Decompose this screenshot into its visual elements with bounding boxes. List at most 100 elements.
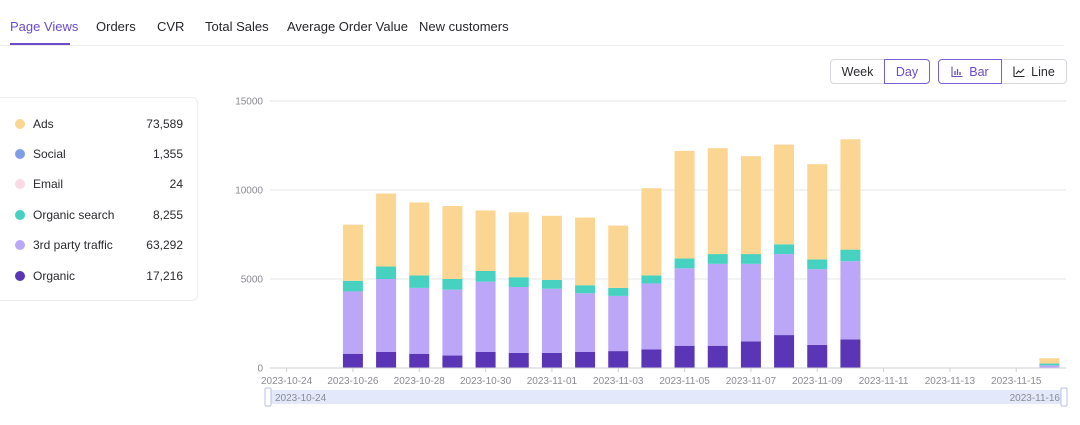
bar-segment-3rd-party-traffic[interactable] — [409, 287, 430, 354]
bar-segment-organic[interactable] — [442, 355, 463, 368]
email-color-dot — [15, 179, 25, 189]
y-axis: 0 5000 10000 15000 — [235, 97, 263, 375]
line-button-label: Line — [1031, 64, 1055, 79]
bar-segment-ads[interactable] — [1039, 358, 1060, 364]
bar-segment-ads[interactable] — [608, 225, 629, 288]
slider-start-handle[interactable] — [264, 387, 272, 407]
bar-segment-organic-search[interactable] — [674, 258, 695, 269]
bar-segment-ads[interactable] — [475, 210, 496, 271]
tab-cvr[interactable]: CVR — [157, 19, 185, 34]
bar-chart-button[interactable]: Bar — [938, 59, 1002, 84]
bar-segment-3rd-party-traffic[interactable] — [674, 268, 695, 346]
bar-segment-organic-search[interactable] — [774, 244, 795, 255]
bar-segment-ads[interactable] — [740, 156, 761, 255]
bar-segment-organic[interactable] — [541, 352, 562, 368]
legend-label: Email — [33, 177, 64, 191]
bar-segment-3rd-party-traffic[interactable] — [740, 263, 761, 342]
bar-segment-organic-search[interactable] — [707, 254, 728, 264]
bar-segment-3rd-party-traffic[interactable] — [641, 283, 662, 350]
bar-segment-3rd-party-traffic[interactable] — [1039, 365, 1060, 368]
social-color-dot — [15, 149, 25, 159]
bar-segment-ads[interactable] — [508, 212, 529, 278]
bar-segment-ads[interactable] — [774, 144, 795, 245]
bar-segment-organic[interactable] — [575, 351, 596, 368]
bar-segment-organic-search[interactable] — [1039, 363, 1060, 366]
legend-item-email[interactable]: Email 24 — [0, 174, 199, 194]
bar-segment-organic[interactable] — [641, 349, 662, 368]
bar-segment-organic[interactable] — [674, 345, 695, 368]
bar-segment-organic-search[interactable] — [376, 266, 397, 279]
line-chart-button[interactable]: Line — [1001, 59, 1067, 84]
bar-segment-organic-search[interactable] — [342, 280, 363, 292]
tab-new-customers[interactable]: New customers — [419, 19, 509, 34]
bar-segment-ads[interactable] — [674, 150, 695, 259]
bar-segment-organic-search[interactable] — [608, 287, 629, 296]
tab-page-views[interactable]: Page Views — [10, 19, 79, 34]
bar-segment-3rd-party-traffic[interactable] — [342, 291, 363, 354]
bar-segment-3rd-party-traffic[interactable] — [442, 289, 463, 356]
bar-segment-organic-search[interactable] — [541, 279, 562, 289]
bar-segment-organic[interactable] — [774, 335, 795, 368]
bar-segment-3rd-party-traffic[interactable] — [608, 295, 629, 352]
tab-average-order-value[interactable]: Average Order Value — [287, 19, 408, 34]
bar-segment-organic-search[interactable] — [641, 275, 662, 284]
week-button[interactable]: Week — [830, 59, 885, 84]
bar-segment-organic[interactable] — [376, 351, 397, 368]
bar-segment-ads[interactable] — [707, 148, 728, 255]
bar-segment-organic[interactable] — [807, 344, 828, 368]
x-tick-label: 2023-11-13 — [925, 376, 976, 387]
bar-segment-3rd-party-traffic[interactable] — [774, 254, 795, 336]
legend-item-organic[interactable]: Organic 17,216 — [0, 266, 199, 286]
bar-segment-ads[interactable] — [807, 164, 828, 260]
bar-segment-organic[interactable] — [409, 353, 430, 368]
bar-segment-organic[interactable] — [740, 341, 761, 368]
bar-segment-organic[interactable] — [608, 351, 629, 368]
legend-label: Social — [33, 147, 66, 161]
bar-segment-3rd-party-traffic[interactable] — [575, 293, 596, 352]
legend-value: 63,292 — [146, 238, 183, 252]
legend-item-3rd-party-traffic[interactable]: 3rd party traffic 63,292 — [0, 235, 199, 255]
bar-segment-ads[interactable] — [342, 224, 363, 281]
x-axis: 2023-10-24 2023-10-26 2023-10-28 2023-10-30… — [261, 367, 1066, 387]
chart-bars[interactable] — [342, 139, 1060, 368]
bar-segment-ads[interactable] — [575, 217, 596, 286]
legend-item-social[interactable]: Social 1,355 — [0, 144, 199, 164]
slider-track[interactable] — [267, 390, 1064, 404]
slider-end-handle[interactable] — [1060, 387, 1068, 407]
legend-item-organic-search[interactable]: Organic search 8,255 — [0, 205, 199, 225]
day-button[interactable]: Day — [884, 59, 930, 84]
bar-segment-ads[interactable] — [541, 215, 562, 280]
bar-segment-organic-search[interactable] — [740, 254, 761, 264]
tab-total-sales[interactable]: Total Sales — [205, 19, 269, 34]
bar-segment-3rd-party-traffic[interactable] — [475, 281, 496, 352]
bar-segment-3rd-party-traffic[interactable] — [807, 269, 828, 345]
bar-segment-ads[interactable] — [840, 139, 861, 250]
bar-segment-organic-search[interactable] — [475, 270, 496, 282]
bar-segment-ads[interactable] — [409, 202, 430, 276]
bar-segment-ads[interactable] — [442, 206, 463, 279]
bar-segment-organic-search[interactable] — [840, 249, 861, 262]
bar-segment-3rd-party-traffic[interactable] — [376, 279, 397, 352]
bar-segment-3rd-party-traffic[interactable] — [541, 288, 562, 353]
x-tick-label: 2023-11-11 — [859, 376, 909, 387]
date-range-slider[interactable]: 2023-10-24 2023-11-16 — [264, 387, 1068, 407]
bar-segment-organic[interactable] — [475, 351, 496, 368]
bar-segment-3rd-party-traffic[interactable] — [707, 263, 728, 346]
bar-segment-organic[interactable] — [840, 339, 861, 368]
tab-orders[interactable]: Orders — [96, 19, 136, 34]
x-tick-label: 2023-10-28 — [394, 376, 446, 387]
bar-segment-3rd-party-traffic[interactable] — [840, 261, 861, 340]
bar-segment-organic-search[interactable] — [442, 279, 463, 290]
bar-segment-organic[interactable] — [508, 352, 529, 368]
bar-segment-organic[interactable] — [707, 345, 728, 368]
bar-segment-organic-search[interactable] — [409, 275, 430, 288]
bar-segment-organic[interactable] — [342, 353, 363, 368]
bar-segment-ads[interactable] — [641, 188, 662, 276]
legend-item-ads[interactable]: Ads 73,589 — [0, 114, 199, 134]
bar-segment-organic-search[interactable] — [508, 277, 529, 288]
bar-segment-organic-search[interactable] — [807, 259, 828, 270]
bar-segment-ads[interactable] — [376, 193, 397, 267]
bar-segment-3rd-party-traffic[interactable] — [508, 287, 529, 353]
bar-segment-organic-search[interactable] — [575, 285, 596, 294]
